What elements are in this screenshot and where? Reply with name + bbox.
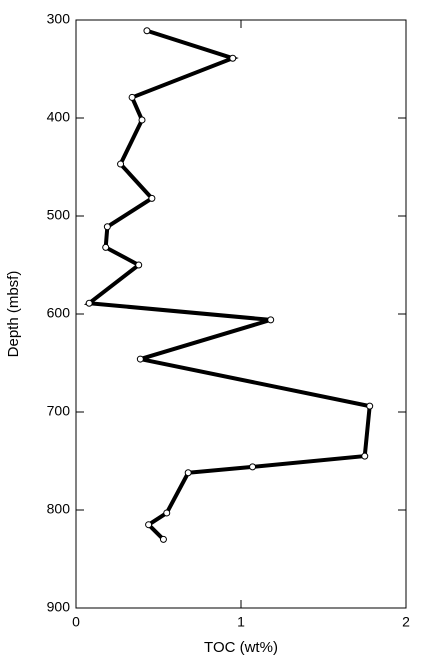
data-point xyxy=(229,54,237,62)
data-point xyxy=(128,93,136,101)
data-point xyxy=(148,194,156,202)
y-tick-label: 900 xyxy=(47,599,71,615)
y-tick-label: 500 xyxy=(47,207,71,223)
data-point xyxy=(102,243,110,251)
x-tick-label: 1 xyxy=(237,614,245,630)
data-point xyxy=(163,509,171,517)
data-point xyxy=(267,316,275,324)
data-point xyxy=(184,469,192,477)
x-tick-label: 0 xyxy=(72,614,80,630)
data-point xyxy=(136,355,144,363)
x-tick-label: 2 xyxy=(402,614,410,630)
data-point xyxy=(145,521,153,529)
data-point xyxy=(103,223,111,231)
y-tick-label: 400 xyxy=(47,109,71,125)
x-axis-label: TOC (wt%) xyxy=(204,639,278,656)
plot-frame xyxy=(75,19,407,609)
y-axis-label: Depth (mbsf) xyxy=(5,271,22,358)
y-tick-label: 800 xyxy=(47,501,71,517)
data-point xyxy=(138,116,146,124)
data-point xyxy=(135,261,143,269)
y-tick-label: 700 xyxy=(47,403,71,419)
y-tick-label: 300 xyxy=(47,11,71,27)
data-point xyxy=(249,463,257,471)
data-point xyxy=(85,299,93,307)
y-tick-label: 600 xyxy=(47,305,71,321)
data-point xyxy=(366,402,374,410)
data-point xyxy=(143,27,151,35)
data-point xyxy=(159,535,167,543)
data-point xyxy=(117,160,125,168)
data-point xyxy=(361,452,369,460)
data-line xyxy=(83,28,372,541)
